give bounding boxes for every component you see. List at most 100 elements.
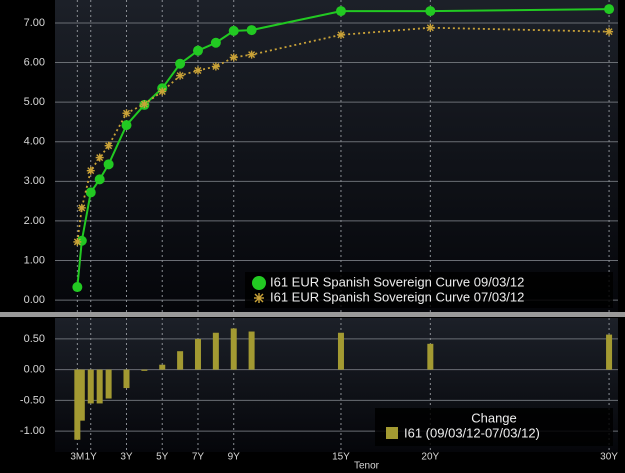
point <box>95 153 104 162</box>
bar <box>230 328 237 370</box>
point <box>158 87 167 96</box>
star-stroke <box>96 154 104 162</box>
point <box>122 109 131 118</box>
series-line <box>76 8 610 288</box>
y-tick-label: 1.00 <box>24 254 45 266</box>
y-tick-label: 0.00 <box>24 294 45 306</box>
point <box>336 30 345 39</box>
point <box>605 27 614 36</box>
x-tick-label: 3M <box>70 452 84 463</box>
star-stroke <box>212 63 220 71</box>
bar <box>194 338 201 370</box>
y-tick-label: 3.00 <box>24 175 45 187</box>
star-stroke <box>248 51 256 59</box>
star-stroke <box>426 24 434 32</box>
point <box>228 25 239 36</box>
point <box>193 66 202 75</box>
point <box>426 23 435 32</box>
y-tick-label: 0.50 <box>24 333 45 345</box>
star-stroke <box>122 109 130 117</box>
point <box>246 25 257 36</box>
point <box>121 120 132 131</box>
y-tick-label: 6.00 <box>24 56 45 68</box>
bar <box>78 369 85 421</box>
x-tick-label: 1Y <box>85 452 98 463</box>
point <box>94 174 105 185</box>
y-tick-label: 4.00 <box>24 136 45 148</box>
x-tick-label: 30Y <box>600 452 618 463</box>
layer: 0.00 1.00 2.00 3.00 4.00 5.00 6.00 7.00 I61 EUR … <box>20 0 618 472</box>
point <box>192 45 203 56</box>
star-stroke <box>605 28 613 36</box>
x-tick-label: 3Y <box>120 452 133 463</box>
point <box>86 166 95 175</box>
star-stroke <box>176 72 184 80</box>
x-tick-label: 5Y <box>156 452 169 463</box>
point <box>175 58 186 69</box>
bar <box>337 332 344 370</box>
point <box>211 62 220 71</box>
bar <box>123 369 130 389</box>
legend-box <box>375 408 613 446</box>
y-tick-label: 7.00 <box>24 17 45 29</box>
y-tick-label: 2.00 <box>24 215 45 227</box>
bar <box>74 369 81 440</box>
bar <box>141 369 148 371</box>
star-stroke <box>78 204 86 212</box>
point <box>140 100 149 109</box>
bar <box>248 331 255 370</box>
bar <box>96 369 103 404</box>
bar <box>606 334 613 370</box>
legend-label: I61 EUR Spanish Sovereign Curve 09/03/12 <box>270 274 524 289</box>
legend: I61 EUR Spanish Sovereign Curve 09/03/12… <box>245 272 613 308</box>
star-stroke <box>73 238 81 246</box>
point <box>85 187 96 198</box>
bar <box>159 364 166 370</box>
point <box>210 37 221 48</box>
y-tick-label: 0.00 <box>24 364 45 376</box>
x-tick-label: 20Y <box>421 452 439 463</box>
point <box>247 50 256 59</box>
x-axis-label: Tenor <box>354 461 380 472</box>
point <box>103 159 114 170</box>
point <box>104 141 113 150</box>
point <box>229 53 238 62</box>
point <box>77 203 86 212</box>
point <box>73 237 82 246</box>
legend-swatch <box>252 276 266 290</box>
bar <box>177 351 184 370</box>
star-stroke <box>140 100 148 108</box>
legend-label: I61 EUR Spanish Sovereign Curve 07/03/12 <box>270 289 524 304</box>
star-stroke <box>230 53 238 61</box>
x-tick-label: 7Y <box>192 452 205 463</box>
panel-divider <box>0 312 625 317</box>
x-tick-label: 15Y <box>332 452 350 463</box>
point <box>425 6 436 17</box>
legend-label: I61 (09/03/12-07/03/12) <box>404 425 540 440</box>
bar <box>87 369 94 404</box>
legend-swatch <box>254 293 264 303</box>
star-stroke <box>337 31 345 39</box>
bar <box>427 343 434 370</box>
bar <box>212 332 219 370</box>
point <box>176 71 185 80</box>
legend-title: Change <box>471 410 517 425</box>
point <box>335 6 346 17</box>
star-stroke <box>194 66 202 74</box>
x-tick-label: 9Y <box>228 452 241 463</box>
legend-swatch <box>386 427 398 439</box>
star-stroke <box>87 167 95 175</box>
y-tick-label: -1.00 <box>20 425 45 437</box>
series-line <box>76 26 610 243</box>
star-stroke <box>158 87 166 95</box>
star-stroke <box>105 142 113 150</box>
y-tick-label: 5.00 <box>24 96 45 108</box>
legend-box <box>245 272 613 308</box>
bar <box>105 369 112 399</box>
point <box>604 4 615 15</box>
point <box>72 282 83 293</box>
y-tick-label: -0.50 <box>20 394 45 406</box>
